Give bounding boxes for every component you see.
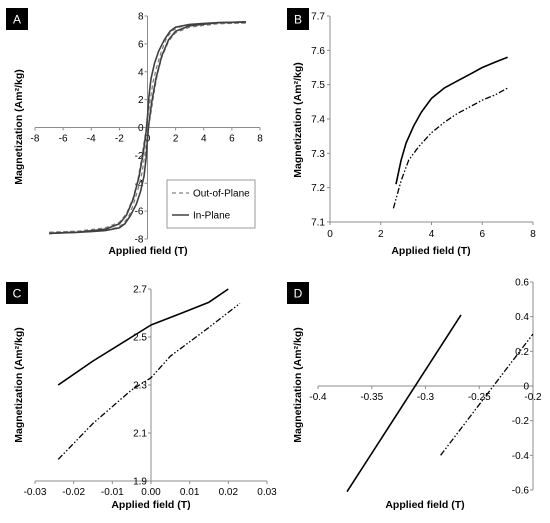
y-tick-label: -0.2: [512, 416, 530, 427]
x-tick-label: 8: [257, 134, 263, 145]
y-tick-label: 6: [138, 39, 144, 50]
legend-label: In-Plane: [193, 211, 231, 222]
x-tick-label: -0.4: [309, 392, 327, 403]
y-tick-label: -0.4: [512, 451, 530, 462]
legend-box: [166, 179, 256, 229]
y-tick-label: -2: [135, 151, 144, 162]
y-tick-label: 2.5: [133, 333, 147, 344]
series-line-out-of-plane: [57, 302, 241, 460]
y-tick-label: 2: [138, 95, 144, 106]
y-tick-label: -8: [135, 235, 144, 246]
panel-badge: [287, 8, 309, 30]
y-tick-label: 2.3: [133, 381, 147, 392]
panel-badge: [287, 282, 309, 304]
y-tick-label: 7.4: [311, 115, 325, 126]
y-tick-label: 7.3: [311, 149, 325, 160]
x-axis-title: Applied field (T): [391, 245, 470, 257]
y-tick-label: 8: [138, 12, 144, 23]
series-line-in-plane: [57, 288, 229, 386]
y-tick-label: 7.1: [311, 218, 325, 229]
y-tick-label: 2.1: [133, 429, 147, 440]
panel-b-chart: B 0 2 4 6 8 7.1 7.2 7.3 7.4 7.5 7.6 7.7 Applied field…: [287, 8, 536, 257]
panel-letter: A: [13, 13, 21, 27]
x-tick-label: -0.25: [468, 392, 491, 403]
y-tick-label: 1.9: [133, 477, 147, 488]
x-tick-label: -4: [87, 134, 96, 145]
x-tick-label: 0.03: [257, 487, 277, 498]
x-tick-label: 4: [201, 134, 207, 145]
y-tick-label: 0.2: [515, 347, 529, 358]
series-line-in-plane: [49, 21, 246, 235]
x-tick-label: 4: [429, 229, 435, 240]
x-tick-label: -0.35: [360, 392, 383, 403]
y-tick-label: 7.2: [311, 183, 325, 194]
x-tick-label: -0.03: [24, 487, 47, 498]
x-tick-label: 6: [479, 229, 485, 240]
x-tick-label: 0: [327, 229, 333, 240]
series-line-out-of-plane: [392, 87, 508, 209]
x-tick-label: 6: [229, 134, 235, 145]
y-tick-label: 4: [138, 67, 144, 78]
x-axis-title: Applied field (T): [111, 499, 190, 511]
x-axis-title: Applied field (T): [385, 499, 464, 511]
series-line-out-of-plane: [440, 333, 534, 456]
x-tick-label: 2: [378, 229, 384, 240]
x-axis-title: Applied field (T): [108, 245, 187, 257]
panel-letter: B: [294, 13, 302, 27]
x-tick-label: -0.3: [417, 392, 435, 403]
x-tick-label: 0.02: [219, 487, 239, 498]
y-tick-label: 0.6: [515, 278, 529, 289]
series-line-in-plane: [49, 21, 246, 235]
y-tick-label: 2.7: [133, 285, 147, 296]
panel-c-chart: C -0.03 -0.02 -0.01 0.00 0.01 0.02 0.03 1.9 2.1 2.…: [6, 282, 277, 511]
x-tick-label: -0.01: [101, 487, 124, 498]
y-axis-title: Magnetization (Am²/kg): [292, 327, 304, 443]
series-line-in-plane: [395, 56, 508, 185]
y-tick-label: 7.5: [311, 80, 325, 91]
panel-letter: D: [294, 287, 303, 301]
series-line-in-plane: [346, 314, 462, 493]
y-tick-label: 7.7: [311, 12, 325, 23]
legend-label: Out-of-Plane: [193, 189, 250, 200]
x-tick-label: -6: [59, 134, 68, 145]
x-tick-label: -0.2: [524, 392, 542, 403]
y-tick-label: -0.6: [512, 486, 530, 497]
y-tick-label: -6: [135, 207, 144, 218]
y-axis-title: Magnetization (Am²/kg): [13, 327, 25, 443]
x-tick-label: 0.01: [180, 487, 200, 498]
x-tick-label: 0.00: [141, 487, 161, 498]
x-tick-label: 8: [530, 229, 536, 240]
y-axis-title: Magnetization (Am²/kg): [292, 62, 304, 178]
y-tick-label: 0.4: [515, 312, 529, 323]
y-tick-label: 0: [138, 123, 144, 134]
y-tick-label: 0: [523, 382, 529, 393]
x-tick-label: -8: [31, 134, 40, 145]
panel-d-chart: D-0.4 -0.35 -0.3 -0.25 -0.2-0.6-0.4-0.200.20…: [287, 278, 542, 511]
x-tick-label: -2: [115, 134, 124, 145]
y-axis-title: Magnetization (Am²/kg): [13, 69, 25, 185]
y-tick-label: -4: [135, 179, 144, 190]
x-tick-label: 2: [173, 134, 179, 145]
x-tick-label: -0.02: [62, 487, 85, 498]
y-tick-label: 7.6: [311, 46, 325, 57]
panel-badge: [6, 282, 28, 304]
panel-badge: [6, 8, 28, 30]
panel-letter: C: [13, 287, 22, 301]
